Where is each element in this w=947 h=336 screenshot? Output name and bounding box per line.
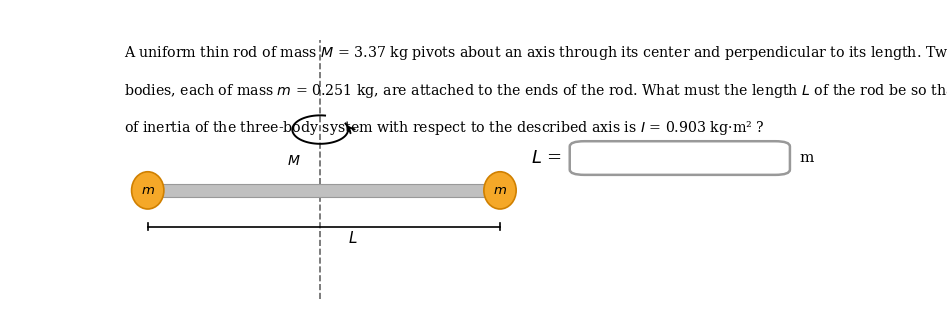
Text: $L$ =: $L$ =	[531, 149, 563, 167]
Text: $m$: $m$	[141, 184, 154, 197]
Text: m: m	[799, 151, 813, 165]
FancyBboxPatch shape	[570, 141, 790, 175]
Text: $m$: $m$	[493, 184, 507, 197]
Text: bodies, each of mass $m$ = 0.251 kg, are attached to the ends of the rod. What m: bodies, each of mass $m$ = 0.251 kg, are…	[124, 82, 947, 100]
Text: $M$: $M$	[287, 154, 300, 168]
Text: of inertia of the three-body system with respect to the described axis is $I$ = : of inertia of the three-body system with…	[124, 119, 764, 137]
Bar	[148, 184, 500, 197]
Ellipse shape	[484, 172, 516, 209]
Ellipse shape	[132, 172, 164, 209]
Text: A uniform thin rod of mass $M$ = 3.37 kg pivots about an axis through its center: A uniform thin rod of mass $M$ = 3.37 kg…	[124, 44, 947, 62]
Text: $L$: $L$	[348, 230, 358, 247]
